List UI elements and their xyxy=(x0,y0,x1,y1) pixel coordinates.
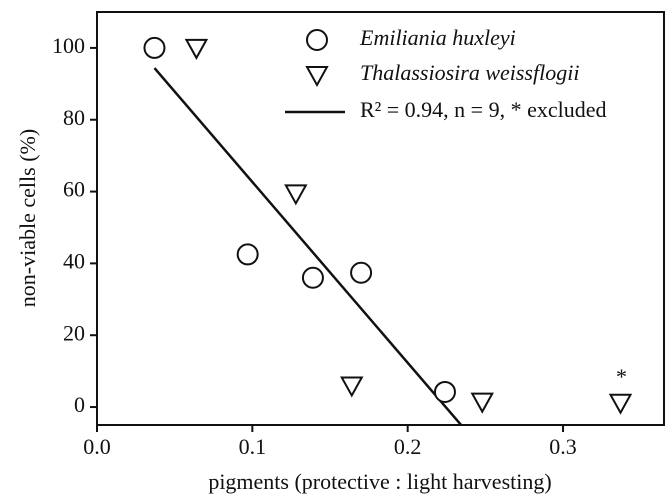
legend-marker xyxy=(306,29,328,51)
x-tick-label: 0.3 xyxy=(549,434,577,459)
y-tick-label: 100 xyxy=(52,33,85,58)
x-tick-label: 0.1 xyxy=(239,434,267,459)
y-tick-label: 0 xyxy=(74,392,85,417)
marker-triangle xyxy=(184,38,209,60)
y-tick-label: 40 xyxy=(63,248,85,273)
legend-label: Emiliania huxleyi xyxy=(359,25,516,50)
x-axis-label: pigments (protective : light harvesting) xyxy=(208,469,551,494)
legend-label: Thalassiosira weissflogii xyxy=(360,60,579,85)
annotation: * xyxy=(616,364,627,389)
y-tick-label: 20 xyxy=(63,320,85,345)
y-tick-label: 80 xyxy=(63,105,85,130)
marker-circle xyxy=(143,36,166,59)
y-tick-label: 60 xyxy=(63,177,85,202)
marker-circle xyxy=(350,261,373,284)
marker-circle xyxy=(301,266,324,289)
x-tick-label: 0.2 xyxy=(394,434,422,459)
marker-circle xyxy=(236,243,259,266)
marker-triangle xyxy=(608,393,633,415)
legend-label: R² = 0.94, n = 9, * excluded xyxy=(360,97,607,122)
fit-line xyxy=(153,67,463,425)
x-tick-label: 0.0 xyxy=(83,434,111,459)
plot-frame xyxy=(96,11,665,426)
marker-triangle xyxy=(340,376,364,398)
marker-circle xyxy=(433,380,456,403)
legend-marker xyxy=(305,66,329,88)
marker-triangle xyxy=(284,184,308,206)
y-axis-label: non-viable cells (%) xyxy=(15,129,40,307)
marker-triangle xyxy=(470,392,494,414)
